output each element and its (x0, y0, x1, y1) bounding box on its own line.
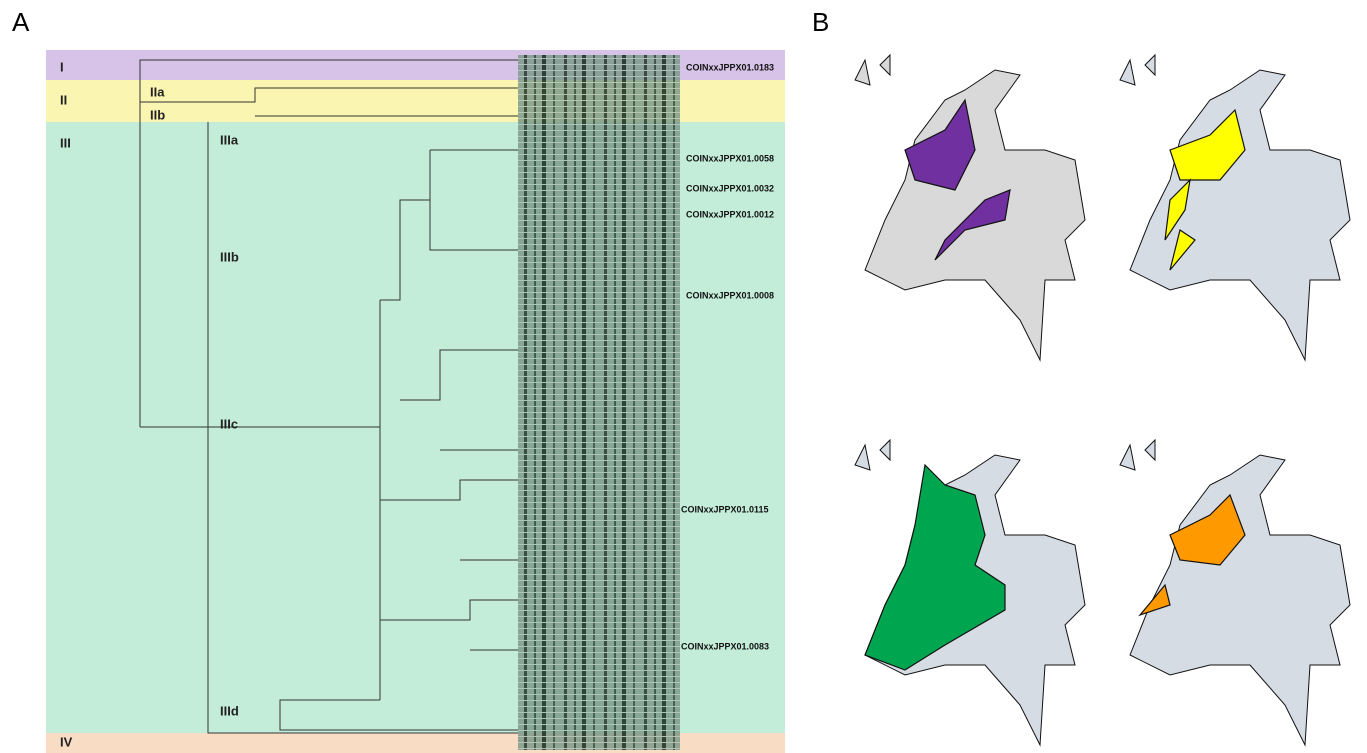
panel-label: A (12, 7, 30, 37)
clade-label: I (60, 59, 64, 74)
isolate-label: COINxxJPPX01.0012 (686, 209, 774, 219)
map (1120, 440, 1350, 745)
isolate-label: COINxxJPPX01.0058 (686, 153, 774, 163)
panel-label: B (812, 7, 829, 37)
clade-label: IV (60, 734, 73, 749)
clade-label: IIIa (220, 132, 239, 147)
isolate-label: COINxxJPPX01.0083 (681, 641, 769, 651)
clade-label: III (60, 135, 71, 150)
map (1120, 55, 1350, 360)
clade-label: IIIb (220, 249, 239, 264)
isolate-label: COINxxJPPX01.0115 (681, 504, 769, 514)
clade-label: II (60, 92, 67, 107)
figure: A B IIIIIaIIbIIIIIIaIIIbIIIcIIIdIV COINx… (0, 0, 1367, 753)
clade-label: IIId (220, 703, 239, 718)
gel-image (518, 55, 680, 750)
isolate-label: COINxxJPPX01.0183 (686, 62, 774, 72)
map (855, 440, 1085, 745)
map (855, 55, 1085, 360)
clade-label: IIb (150, 107, 165, 122)
isolate-label: COINxxJPPX01.0008 (686, 290, 774, 300)
clade-label: IIIc (220, 416, 238, 431)
isolate-label: COINxxJPPX01.0032 (686, 183, 774, 193)
clade-label: IIa (150, 84, 165, 99)
